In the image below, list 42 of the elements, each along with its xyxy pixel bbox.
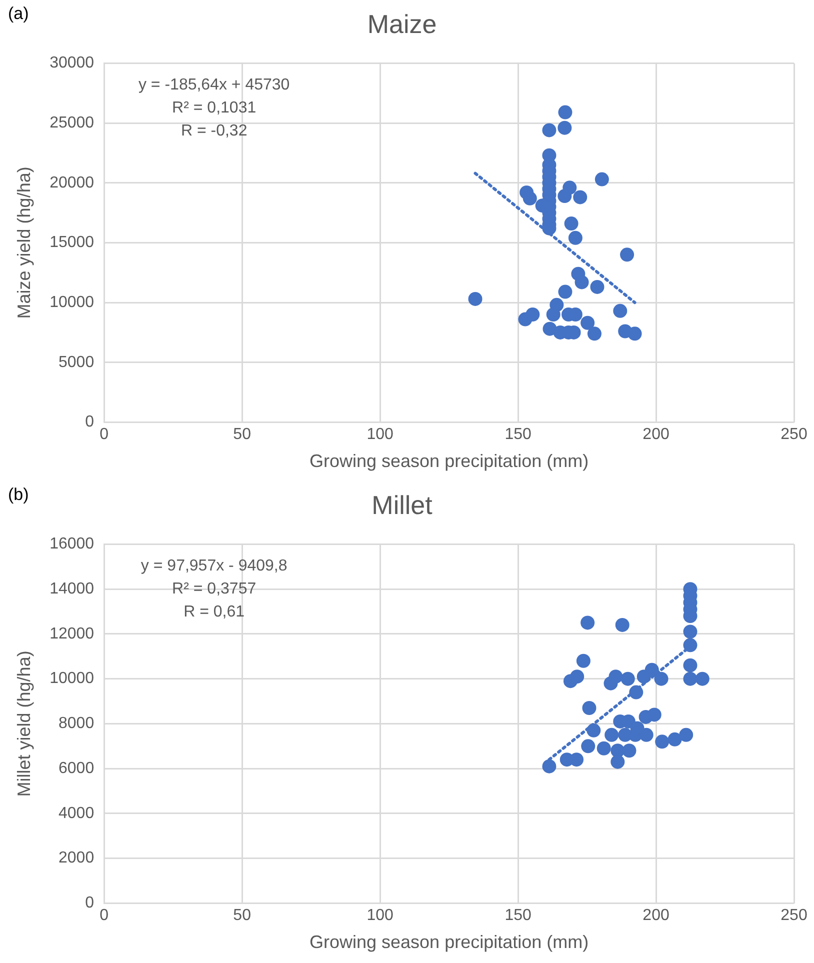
chart-title: Maize [367,8,437,39]
x-tick-label: 50 [233,907,252,924]
y-tick-label: 6000 [58,760,94,777]
y-tick-label: 12000 [50,625,94,642]
x-tick-label: 150 [504,426,532,444]
y-tick-label: 10000 [50,294,94,311]
y-axis-title: Maize yield (hg/ha) [14,166,34,319]
y-tick-label: 8000 [58,715,94,732]
y-tick-label: 30000 [50,54,94,72]
x-tick-label: 200 [642,426,670,444]
x-tick-label: 100 [366,907,394,924]
y-tick-label: 15000 [50,234,94,252]
y-axis-title: Millet yield (hg/ha) [14,650,34,797]
x-tick-label: 250 [780,907,808,924]
annotation: R = -0,32 [180,122,248,140]
x-tick-label: 0 [100,426,109,444]
y-tick-label: 0 [85,894,94,912]
y-tick-label: 5000 [58,354,94,371]
text: (b) [8,485,29,504]
y-tick-label: 4000 [58,804,94,822]
text: (a) [8,4,29,24]
annotation: R = 0,61 [184,604,245,621]
annotation: R² = 0,1031 [172,100,256,117]
y-tick-label: 14000 [50,580,94,598]
x-tick-label: 250 [780,426,808,444]
y-tick-label: 2000 [58,850,94,867]
x-tick-label: 200 [642,907,670,924]
x-axis-title: Growing season precipitation (mm) [309,451,589,472]
x-axis-title: Growing season precipitation (mm) [309,932,589,952]
chart-title: Millet [372,490,434,520]
annotation: y = 97,957x - 9409,8 [140,558,288,575]
y-tick-label: 0 [85,414,94,431]
x-tick-label: 150 [504,907,532,924]
x-tick-label: 100 [366,426,394,444]
annotation: R² = 0,3757 [172,580,256,598]
x-tick-label: 50 [233,426,252,444]
annotation: y = -185,64x + 45730 [138,76,290,94]
y-tick-label: 25000 [50,114,94,132]
x-tick-label: 0 [100,907,109,924]
y-tick-label: 10000 [50,670,94,688]
y-tick-label: 16000 [50,536,94,553]
y-tick-label: 20000 [50,174,94,192]
